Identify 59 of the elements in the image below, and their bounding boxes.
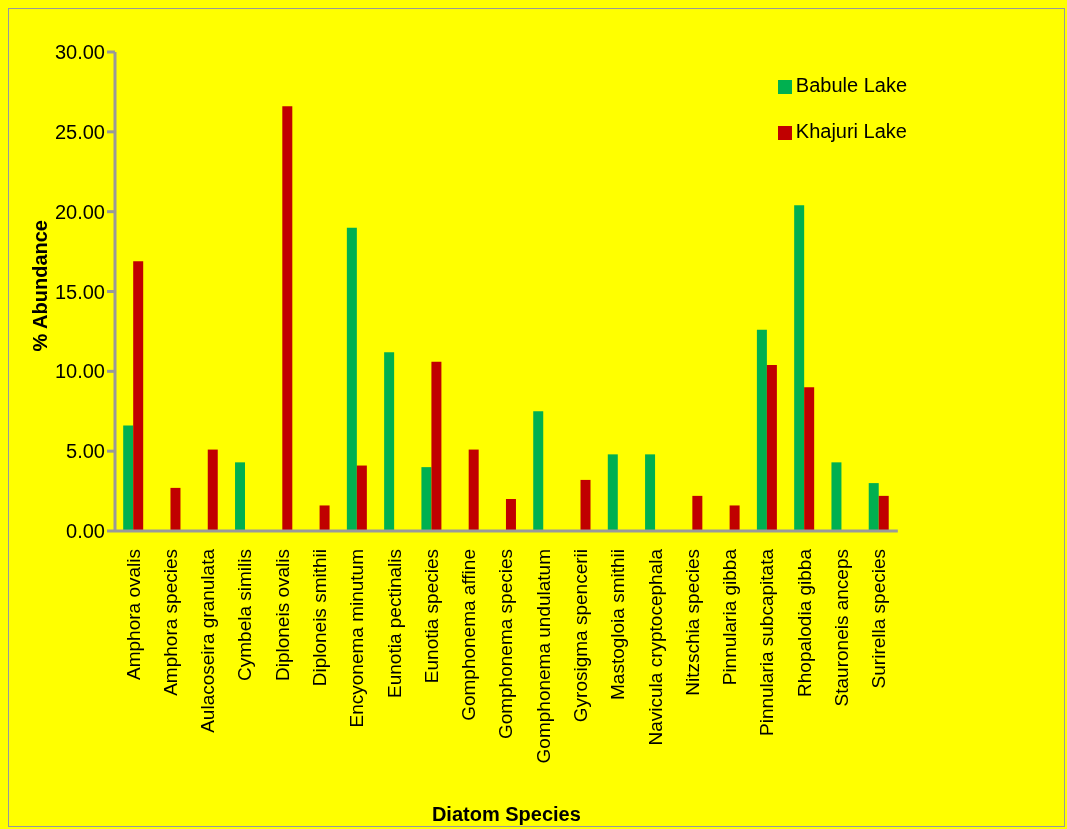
bar — [756, 329, 767, 531]
bar — [868, 483, 879, 531]
x-axis-title: Diatom Species — [431, 803, 581, 825]
x-tick-label: Amphora ovalis — [122, 549, 144, 680]
x-tick-label: Eunotia pectinalis — [383, 549, 405, 698]
bar — [356, 465, 367, 531]
bar — [319, 505, 330, 531]
x-tick-label: Amphora species — [159, 549, 181, 696]
y-axis-title: % Abundance — [29, 220, 52, 352]
x-tick-label: Surirella species — [868, 549, 890, 689]
bar — [505, 499, 516, 531]
bar — [207, 449, 218, 531]
bar — [729, 505, 740, 531]
y-tick-label: 10.00 — [54, 360, 105, 383]
bar — [607, 454, 618, 531]
x-tick-label: Eunotia species — [420, 549, 442, 684]
bar — [533, 411, 544, 531]
bar — [235, 462, 246, 531]
x-tick-label: Gomphonema species — [495, 549, 517, 740]
bar — [804, 387, 815, 531]
bar — [421, 467, 432, 531]
x-tick-label: Pinnularia subcapitata — [756, 548, 778, 736]
y-tick-label: 25.00 — [54, 120, 105, 143]
legend-label: Babule Lake — [795, 74, 907, 96]
bar — [878, 495, 889, 531]
bar — [580, 479, 591, 531]
y-tick-label: 20.00 — [54, 200, 105, 223]
x-tick-label: Pinnularia gibba — [719, 548, 741, 686]
x-tick-label: Gomphonema undulatum — [532, 549, 554, 764]
bar — [766, 364, 777, 531]
x-tick-label: Cymbela similis — [234, 549, 256, 681]
bar — [170, 487, 181, 531]
x-tick-label: Gyrosigma spencerii — [569, 549, 591, 723]
x-tick-label: Stauroneis anceps — [830, 549, 852, 707]
legend-label: Khajuri Lake — [795, 120, 907, 142]
x-tick-label: Nitzschia species — [681, 549, 703, 696]
bar — [794, 205, 805, 531]
x-tick-label: Rhopalodia gibba — [793, 548, 815, 697]
y-tick-label: 15.00 — [54, 280, 105, 303]
bar — [123, 425, 134, 531]
x-tick-label: Diploneis smithii — [309, 549, 331, 687]
x-tick-label: Diploneis ovalis — [271, 549, 293, 682]
bar — [645, 454, 656, 531]
bar — [384, 352, 395, 531]
y-tick-label: 0.00 — [66, 520, 105, 543]
y-tick-label: 5.00 — [66, 440, 105, 463]
bar — [346, 227, 357, 531]
bar — [133, 261, 144, 531]
x-tick-label: Mastogloia smithii — [607, 549, 629, 700]
bar — [692, 495, 703, 531]
y-tick-label: 30.00 — [54, 41, 105, 64]
bar — [831, 462, 842, 531]
x-tick-label: Navicula cryptocephala — [644, 548, 666, 746]
x-tick-label: Aulacoseira granulata — [197, 548, 219, 733]
x-tick-label: Gomphonema affine — [458, 549, 480, 721]
bar — [431, 361, 442, 531]
bar — [282, 106, 293, 531]
x-tick-label: Encyonema minutum — [346, 549, 368, 728]
bar — [468, 449, 479, 531]
